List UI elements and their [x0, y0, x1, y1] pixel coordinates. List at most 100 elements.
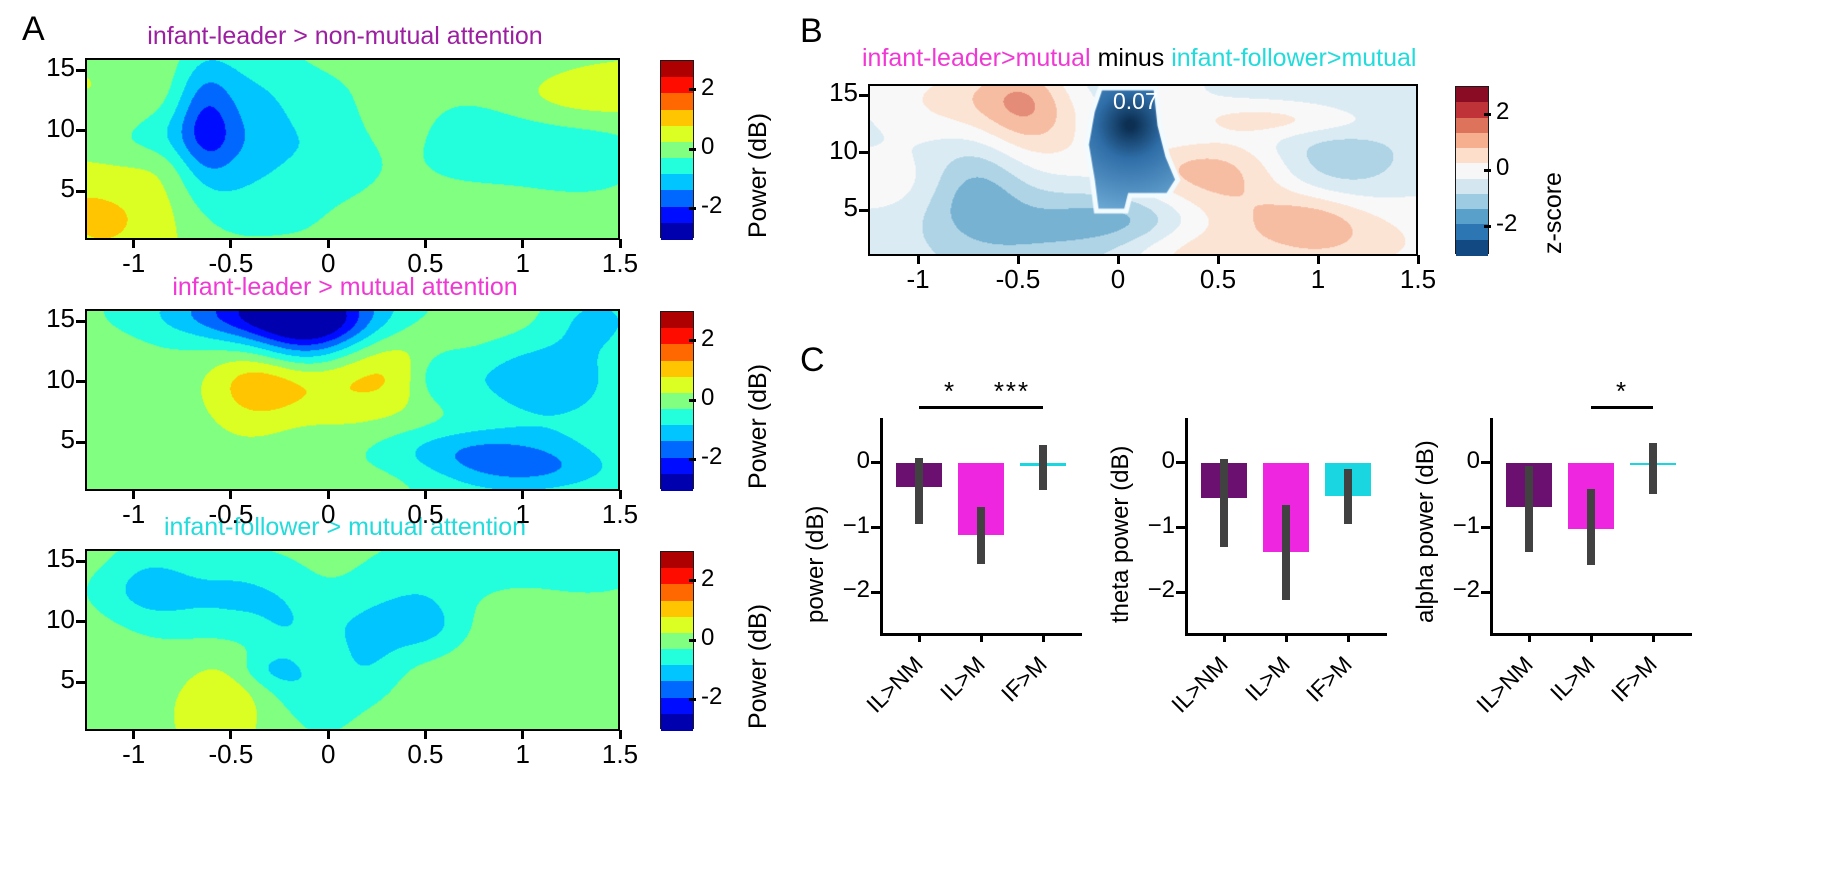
- panelC-chart1-xtick-mark-3: [1041, 633, 1045, 642]
- panelA-map3-xtick-label: 0.5: [407, 739, 444, 769]
- panelB-map-colorbar-tick-mark: [1484, 168, 1491, 172]
- panelC-chart3-ytick-mark: [1481, 590, 1491, 594]
- panelA-map1-colorbar-band: [661, 222, 693, 240]
- panelC-chart3-ytick-label: −2: [1452, 576, 1480, 604]
- panelA-map3-ytick-label: 15: [46, 543, 75, 574]
- panelA-map2-colorbar-band: [661, 441, 693, 459]
- panelA-map1-colorbar: [660, 60, 694, 240]
- panelC-chart2-ytick-label: 0: [1161, 446, 1175, 474]
- panelA-map1-ytick-label: 5: [60, 173, 75, 204]
- panelC-chart3-errorbar-3: [1649, 443, 1657, 494]
- panelC-chart2-ytick-label: −2: [1147, 576, 1175, 604]
- panelB-title-part-2: minus: [1090, 44, 1172, 72]
- panelB-title-part-3: infant-follower>mutual: [1171, 44, 1417, 72]
- panelA-map3-colorbar-band: [661, 697, 693, 715]
- panelA-map1-xtick-mark: [229, 239, 233, 248]
- panelC-chart3-y-axis-label: alpha power (dB): [1412, 440, 1439, 623]
- panelB-map-xtick-label: -0.5: [995, 264, 1041, 294]
- panelA-map1-ytick-mark: [76, 189, 87, 193]
- panelA-map1-xtick-label: 1.5: [601, 248, 639, 278]
- panelA-map2-xtick-mark: [618, 490, 622, 499]
- panelC-chart1-ytick-label: −1: [842, 511, 870, 539]
- panelB-map-ytick-label: 5: [843, 192, 858, 223]
- panelA-map1-colorbar-band: [661, 109, 693, 127]
- panelA-map3-colorbar-band: [661, 616, 693, 634]
- panelC-chart2-x-axis: [1185, 633, 1387, 636]
- panelA-map3-xtick-mark: [521, 730, 525, 739]
- panelA-map3-colorbar-band: [661, 632, 693, 650]
- panelA-map3-xtick-label: -0.5: [208, 739, 254, 769]
- panelA-map1-colorbar-band: [661, 141, 693, 159]
- panelA-map1-colorbar-band: [661, 174, 693, 192]
- panelC-chart1-errorbar-2: [977, 506, 985, 565]
- panelA-map3-colorbar-band: [661, 649, 693, 666]
- panelC-chart1-xtick-mark-1: [917, 633, 921, 642]
- panelA-map2-xtick-label: -1: [122, 499, 146, 529]
- panelA-map2-colorbar-band: [661, 344, 693, 362]
- panelA-map3-ytick-mark: [76, 680, 87, 684]
- panelC-chart1-ytick-mark: [871, 590, 881, 594]
- panelC-chart2-xtick-mark-1: [1222, 633, 1226, 642]
- panelA-map1-ytick-label: 10: [46, 112, 75, 143]
- panelA-map2-xtick-mark: [229, 490, 233, 499]
- panelB-map-xtick-label: 0.5: [1199, 264, 1237, 294]
- panelA-map1-xtick-label: -0.5: [208, 248, 254, 278]
- panelB-map-colorbar-tick-label: -2: [1496, 210, 1518, 237]
- panelB-map-ytick-label: 10: [829, 134, 858, 165]
- panelA-map2-colorbar-band: [661, 473, 693, 491]
- panelA-map2-xtick-label: 0.5: [407, 499, 444, 529]
- panelA-map1-heatmap: [85, 58, 620, 240]
- panelA-map1-xtick-label: 0: [320, 248, 336, 278]
- panelB-map-colorbar-tick-label: 2: [1496, 98, 1510, 125]
- panelA-map3-colorbar-band: [661, 665, 693, 683]
- panelA-map2-colorbar-tick-mark: [689, 457, 696, 461]
- panelC-chart3-x-axis: [1490, 633, 1692, 636]
- panelA-map1-ytick-label: 15: [46, 52, 75, 83]
- panelC-chart2-errorbar-2: [1282, 504, 1290, 601]
- panelA-map2-colorbar-band: [661, 360, 693, 378]
- panelB-title: infant-leader>mutual minus infant-follow…: [862, 46, 1416, 71]
- panelC-chart3-y-axis: [1490, 418, 1493, 633]
- panelB-map-colorbar-band: [1456, 178, 1488, 195]
- panelA-map3-colorbar-band: [661, 552, 693, 569]
- panelA-map3-xtick-mark: [326, 730, 330, 739]
- panelC-chart1-sig-stars-1: *: [943, 376, 957, 406]
- panelA-map3-colorbar-title: Power (dB): [744, 603, 772, 729]
- panelA-map3-colorbar-tick-label: -2: [701, 683, 723, 711]
- panelA-map2-colorbar-band: [661, 409, 693, 426]
- panelA-map3-xtick-label: 0: [320, 739, 336, 769]
- panelB-map-ytick-label: 15: [829, 77, 858, 108]
- panelC-chart2-ytick-mark: [1176, 526, 1186, 529]
- panelB-map-colorbar-band: [1456, 117, 1488, 134]
- panelC-chart1-x-axis: [880, 633, 1082, 636]
- panelB-map-colorbar-band: [1456, 239, 1488, 256]
- panelC-chart3-errorbar-2: [1587, 488, 1595, 566]
- panelA-map3-colorbar-tick-mark: [689, 638, 696, 642]
- panelC-chart2-xtick-mark-2: [1284, 633, 1288, 642]
- panelA-map2-colorbar-band: [661, 392, 693, 410]
- panelB-map-xtick-label: 1: [1310, 264, 1326, 294]
- panelA-map3-xtick-mark: [132, 730, 136, 739]
- panelA-map2-xtick-mark: [423, 490, 427, 499]
- panelB-map-colorbar-band: [1456, 193, 1488, 210]
- panelA-map2-xtick-label: -0.5: [208, 499, 254, 529]
- panelC-chart1-ytick-label: −2: [842, 576, 870, 604]
- panelB-map-colorbar-band: [1456, 224, 1488, 241]
- panelA-map2-colorbar-band: [661, 376, 693, 394]
- panelB-map-xtick-mark: [1216, 255, 1220, 264]
- panelA-map2-xtick-label: 0: [320, 499, 336, 529]
- panelB-title-part-1: infant-leader>mutual: [862, 44, 1091, 72]
- panelB-map-colorbar: [1455, 86, 1489, 256]
- panelA-map1-colorbar-tick-mark: [689, 88, 696, 92]
- panelB-map-colorbar-band: [1456, 148, 1488, 165]
- panelB-map-xtick-mark: [1116, 255, 1120, 264]
- panelA-map2-xtick-mark: [132, 490, 136, 499]
- panel-letter-a: A: [22, 10, 45, 48]
- panelA-map1-colorbar-band: [661, 77, 693, 95]
- panelA-map3-ytick-mark: [76, 620, 87, 624]
- panelA-map1-colorbar-band: [661, 206, 693, 224]
- panelB-map-colorbar-band: [1456, 163, 1488, 180]
- panelA-map2-colorbar-band: [661, 457, 693, 475]
- panelA-map2-xtick-mark: [326, 490, 330, 499]
- panelA-map2-xtick-label: 1: [515, 499, 530, 529]
